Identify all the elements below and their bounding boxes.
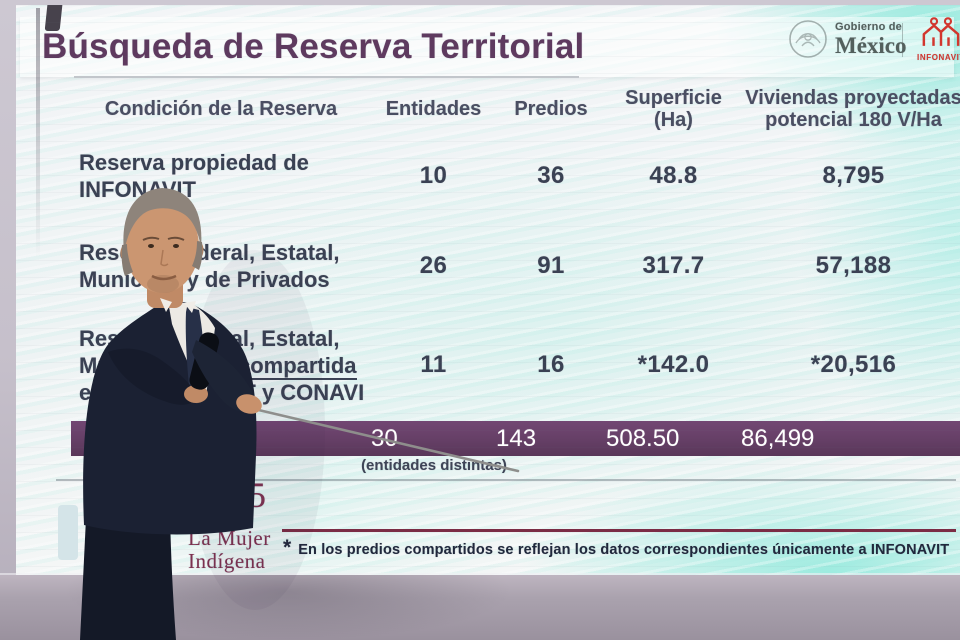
col-header-predios: Predios <box>514 98 588 120</box>
divider-line <box>56 479 956 481</box>
trousers <box>80 516 176 640</box>
badge-line2: Indígena <box>188 551 271 572</box>
col-header-entidades: Entidades <box>385 98 482 120</box>
gobierno-text-line1: Gobierno de <box>835 20 902 33</box>
col-header-condicion: Condición de la Reserva <box>104 98 338 120</box>
face <box>125 201 199 293</box>
cell-viviendas: 8,795 <box>822 162 885 189</box>
asterisk-marker: * <box>283 537 291 558</box>
cell-superficie: *142.0 <box>637 351 710 378</box>
sideburn-right <box>192 241 203 270</box>
cell-superficie: 48.8 <box>649 162 698 189</box>
cell-entidades: 10 <box>419 162 448 189</box>
title-band <box>20 17 954 77</box>
underlined-word: compartida <box>237 352 357 380</box>
gobierno-seal-icon <box>789 20 827 58</box>
chair-back <box>58 505 78 560</box>
slide-title: Búsqueda de Reserva Territorial <box>42 27 585 66</box>
table-header-row: Condición de la Reserva Entidades Predio… <box>71 83 960 135</box>
screen-bezel-shadow <box>36 8 40 258</box>
pointer-stick <box>248 406 520 473</box>
right-sleeve <box>192 340 255 412</box>
mouth <box>151 274 177 281</box>
beard-shadow <box>147 275 179 293</box>
totals-superficie: 508.50 <box>606 424 680 452</box>
table-row: Reserva propiedad de INFONAVIT 10 36 48.… <box>71 146 960 206</box>
footnote: * En los predios compartidos se reflejan… <box>283 537 950 558</box>
col-header-viviendas: Viviendas proyectadas potencial 180 V/Ha <box>745 87 960 131</box>
infonavit-logo-icon <box>922 17 960 46</box>
row-label: Reserva propiedad de INFONAVIT <box>79 150 309 202</box>
nose <box>160 249 169 267</box>
right-eye <box>173 244 179 248</box>
col-header-superficie: Superficie (Ha) <box>625 87 722 131</box>
cell-predios: 36 <box>537 162 565 189</box>
totals-predios: 143 <box>496 424 537 452</box>
totals-note: (entidades distintas) <box>361 457 507 474</box>
collar-left <box>160 298 172 312</box>
cell-entidades: 11 <box>420 351 447 378</box>
collar-right <box>184 301 196 313</box>
cell-viviendas: *20,516 <box>810 351 897 378</box>
left-sleeve <box>108 348 196 405</box>
hair <box>123 188 202 252</box>
right-hand <box>236 394 262 414</box>
cell-entidades: 26 <box>419 252 448 279</box>
infonavit-logo: INFONAVIT <box>912 17 960 62</box>
presenter-body <box>80 188 262 640</box>
infonavit-label: INFONAVIT <box>917 53 960 62</box>
eyebrows <box>142 236 185 241</box>
left-eye <box>148 244 154 248</box>
cell-superficie: 317.7 <box>642 252 705 279</box>
cell-predios: 91 <box>537 252 565 279</box>
logo-divider <box>902 23 903 57</box>
totals-viviendas: 86,499 <box>741 424 815 452</box>
sideburn-left <box>121 244 133 276</box>
suit-jacket <box>83 300 257 535</box>
screen-bottom-edge <box>0 573 960 576</box>
maroon-rule <box>282 529 956 532</box>
gobierno-text-line2: México <box>835 32 907 58</box>
gobierno-mexico-logo: Gobierno de México <box>788 19 907 59</box>
title-underline <box>74 76 579 78</box>
footnote-text: En los predios compartidos se reflejan l… <box>298 542 950 558</box>
cell-viviendas: 57,188 <box>815 252 892 279</box>
cell-predios: 16 <box>537 351 565 378</box>
